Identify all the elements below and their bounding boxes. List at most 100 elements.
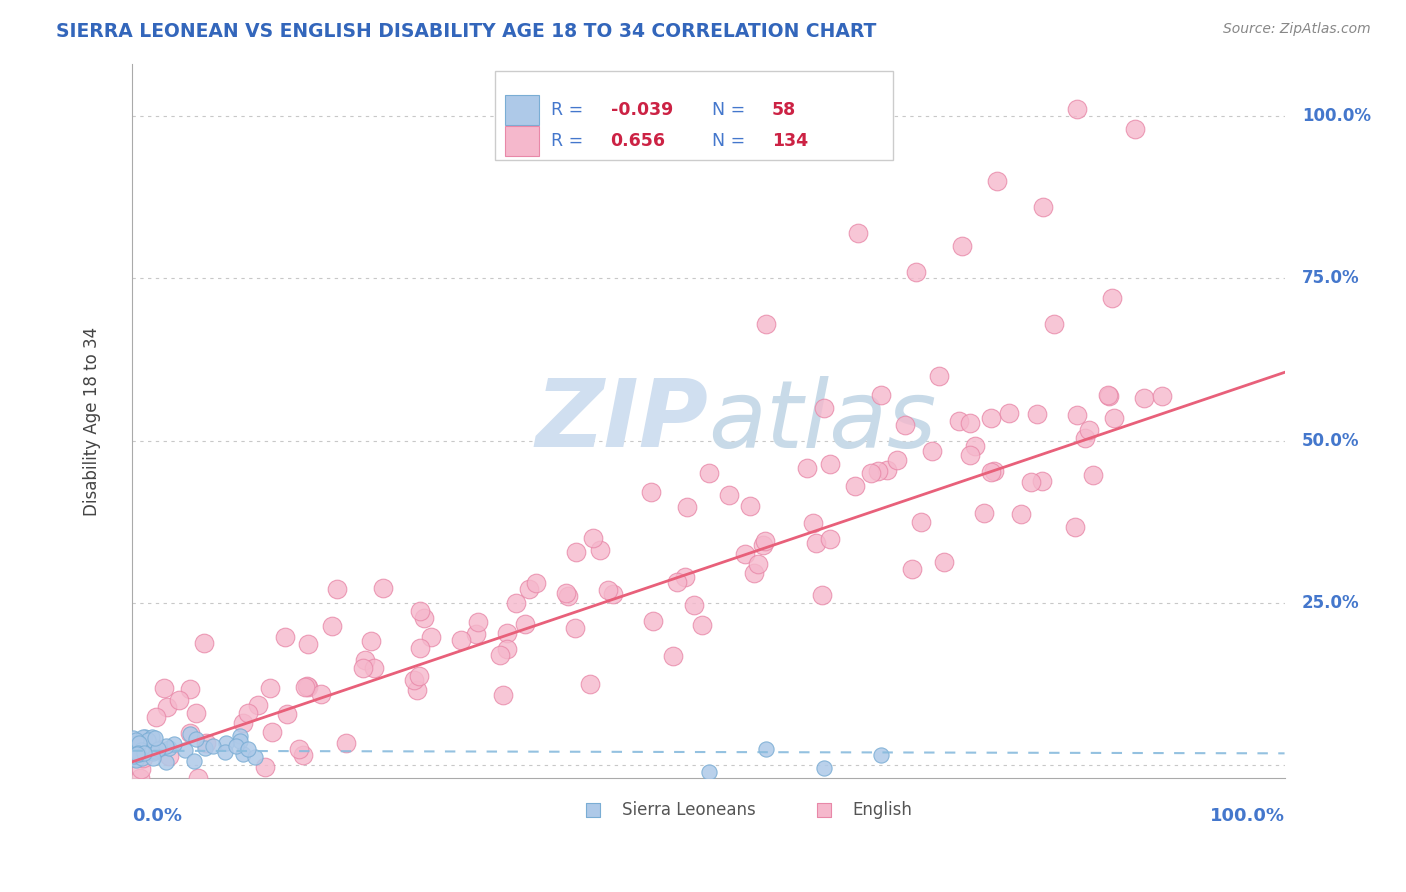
Point [243,750,266,764]
Point [228,729,250,743]
Point [579,677,602,691]
Point [194,740,217,755]
Point [640,485,662,500]
Point [1132,391,1154,405]
Point [1032,200,1054,214]
Point [215,735,238,749]
Point [673,570,696,584]
Point [813,401,835,415]
Bar [505,126,538,156]
Point [904,265,927,279]
Point [1078,423,1101,437]
Point [467,615,489,630]
Point [602,587,624,601]
Point [132,736,155,750]
Point [136,744,159,758]
Point [125,752,148,766]
Point [297,681,319,695]
Point [517,582,540,597]
Point [155,755,177,769]
Point [465,627,488,641]
Point [360,634,382,648]
Point [489,648,512,662]
Point [1010,507,1032,521]
Point [174,743,197,757]
Point [193,636,215,650]
Point [409,604,432,618]
Point [1066,408,1088,422]
Point [751,538,773,552]
Point [983,464,1005,478]
Point [371,582,394,596]
Point [928,368,950,383]
Point [229,734,252,748]
Point [129,762,152,776]
Point [492,688,515,702]
Point [734,547,756,561]
Point [156,700,179,714]
Point [496,626,519,640]
Point [143,744,166,758]
Point [1098,389,1121,403]
Point [184,731,207,746]
Point [495,642,517,657]
Point [950,239,973,253]
Point [986,174,1008,188]
Point [582,787,605,801]
Point [186,706,208,721]
Point [505,596,527,610]
Text: -0.039: -0.039 [610,101,673,119]
Point [134,730,156,744]
Point [980,411,1002,425]
Point [555,585,578,599]
Point [232,747,254,761]
Point [589,542,612,557]
Point [179,682,201,697]
Point [225,739,247,753]
Point [1074,431,1097,445]
Point [868,464,890,478]
Point [155,739,177,754]
Point [297,637,319,651]
Point [565,544,588,558]
Text: 0.0%: 0.0% [132,806,183,824]
Point [276,707,298,722]
Point [859,467,882,481]
Text: 100.0%: 100.0% [1302,107,1371,125]
Point [125,747,148,761]
Point [146,742,169,756]
Point [260,724,283,739]
Point [818,458,841,472]
Point [419,630,441,644]
Text: ZIP: ZIP [536,375,709,467]
Point [335,736,357,750]
Point [131,730,153,744]
Point [1102,410,1125,425]
Point [846,226,869,240]
Point [254,760,277,774]
Point [901,562,924,576]
Point [122,741,145,756]
Point [142,746,165,760]
Point [163,737,186,751]
Point [683,598,706,612]
Text: 50.0%: 50.0% [1302,432,1360,450]
Point [959,448,981,462]
Point [405,682,427,697]
Point [128,747,150,761]
Point [157,749,180,764]
Point [959,416,981,430]
Point [236,741,259,756]
Point [292,748,315,763]
Text: N =: N = [711,132,751,150]
Point [232,716,254,731]
Point [131,735,153,749]
Point [818,533,841,547]
Point [131,744,153,758]
Point [124,733,146,747]
Point [146,742,169,756]
Point [870,388,893,402]
Point [287,742,309,756]
Point [127,744,149,758]
Point [128,739,150,753]
